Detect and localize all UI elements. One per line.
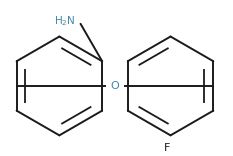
Text: H$_2$N: H$_2$N	[54, 14, 76, 28]
Text: F: F	[164, 143, 171, 153]
Text: O: O	[111, 81, 119, 91]
